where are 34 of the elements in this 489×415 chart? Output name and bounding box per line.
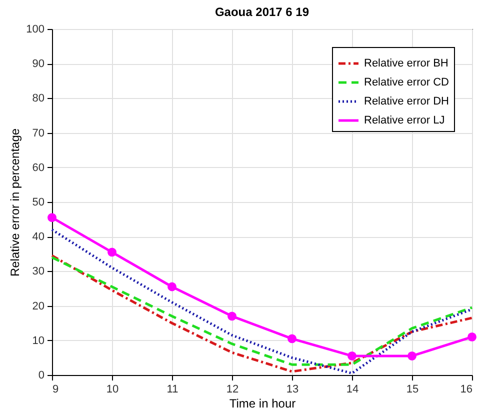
x-tick-label: 9 xyxy=(52,384,59,396)
y-tick-label: 80 xyxy=(32,92,44,105)
y-tick-label: 30 xyxy=(32,266,44,278)
legend-label: Relative error DH xyxy=(364,96,450,108)
y-tick-label: 90 xyxy=(32,58,44,70)
x-tick-label: 10 xyxy=(106,384,119,396)
legend-label: Relative error LJ xyxy=(364,114,445,126)
x-axis-title: Time in hour xyxy=(229,396,296,410)
y-tick-label: 0 xyxy=(38,370,44,382)
point xyxy=(468,332,476,342)
legend-label: Relative error BH xyxy=(364,58,448,70)
point xyxy=(288,334,296,344)
point xyxy=(168,282,176,292)
y-tick-label: 10 xyxy=(32,334,44,347)
y-tick-label: 20 xyxy=(32,300,44,312)
x-tick-label: 14 xyxy=(346,384,359,396)
x-tick-label: 16 xyxy=(460,384,472,396)
x-tick-label: 15 xyxy=(406,384,419,396)
y-tick-label: 50 xyxy=(32,196,44,208)
y-tick-label: 100 xyxy=(26,24,44,36)
y-tick-label: 40 xyxy=(32,231,44,244)
point xyxy=(348,352,356,360)
y-tick-label: 60 xyxy=(32,162,44,174)
point xyxy=(108,248,116,257)
chart-title: Gaoua 2017 6 19 xyxy=(214,5,310,19)
y-axis-title: Relative error in percentage xyxy=(8,128,22,277)
x-tick-label: 11 xyxy=(166,384,178,396)
x-tick-label: 13 xyxy=(286,384,299,396)
point xyxy=(408,352,416,360)
legend-label: Relative error CD xyxy=(364,76,450,88)
x-tick-label: 12 xyxy=(226,384,239,396)
point xyxy=(48,213,56,222)
y-tick-label: 70 xyxy=(32,127,44,140)
point xyxy=(228,312,236,321)
